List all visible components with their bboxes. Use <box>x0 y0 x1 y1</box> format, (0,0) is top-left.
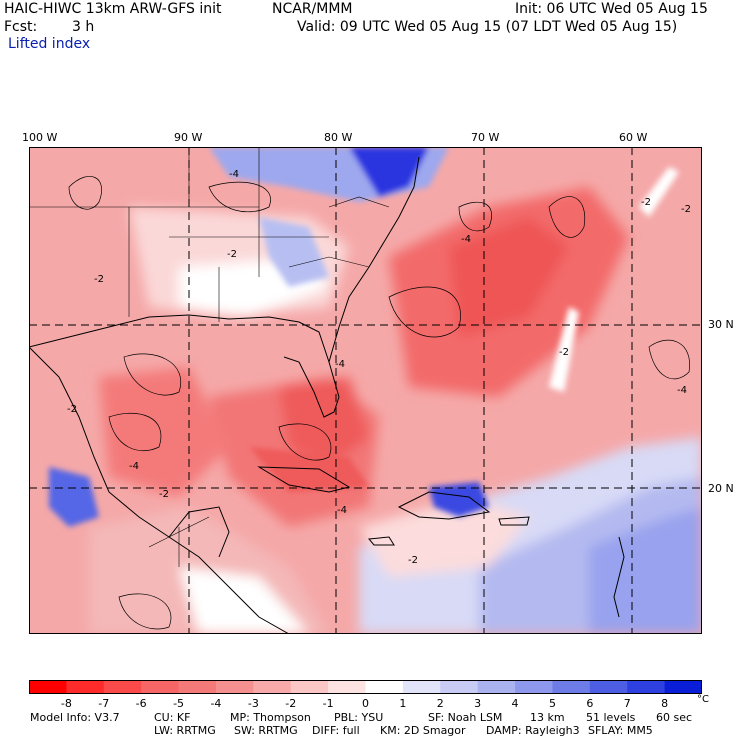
colorbar-swatch <box>253 680 292 694</box>
forecast-hour: 3 h <box>72 19 95 35</box>
model-info: Model Info: V3.7 <box>30 711 120 724</box>
longwave-scheme: LW: RRTMG <box>154 724 216 737</box>
diffusion-option: DIFF: full <box>312 724 360 737</box>
colorbar-label: 7 <box>623 697 631 710</box>
colorbar-swatch <box>215 680 254 694</box>
lifted-index-map: -4 -2 -2 -4 -2 -2 -4 -2 -2 -2 -4 -4 -2 -… <box>29 147 702 634</box>
lat-lon-grid <box>29 147 702 634</box>
lifted-index-shading <box>29 147 702 634</box>
lon-label-60w: 60 W <box>619 131 648 144</box>
colorbar-swatch <box>328 680 366 694</box>
shortwave-scheme: SW: RRTMG <box>234 724 298 737</box>
contour-label: -2 <box>641 197 651 208</box>
colorbar-frame <box>29 680 702 694</box>
colorbar-label: 8 <box>661 697 669 710</box>
contour-label: -2 <box>681 204 691 215</box>
model-title: HAIC-HIWC 13km ARW-GFS init <box>4 1 222 17</box>
colorbar-swatch <box>627 680 666 694</box>
colorbar-unit: °C <box>697 694 709 705</box>
contour-label: -4 <box>129 461 139 472</box>
colorbar-label: -8 <box>60 697 72 710</box>
contour-label: -4 <box>461 234 471 245</box>
colorbar-swatch <box>103 680 142 694</box>
forecast-label: Fcst: <box>4 19 38 35</box>
colorbar-swatch <box>66 680 105 694</box>
colorbar-label: 0 <box>362 697 369 710</box>
surface-scheme: SF: Noah LSM <box>428 711 503 724</box>
colorbar-swatch <box>477 680 516 694</box>
colorbar-swatch <box>664 680 702 694</box>
colorbar-swatch <box>290 680 329 694</box>
contour-label: -4 <box>677 385 687 396</box>
map-frame <box>29 147 702 634</box>
contour-label: -4 <box>229 169 239 180</box>
colorbar-label: -2 <box>285 697 297 710</box>
damping-option: DAMP: Rayleigh3 <box>486 724 580 737</box>
colorbar-swatch <box>365 680 404 694</box>
valid-time: Valid: 09 UTC Wed 05 Aug 15 (07 LDT Wed … <box>297 19 678 35</box>
contour-label: -4 <box>337 505 347 516</box>
lon-label-90w: 90 W <box>174 131 203 144</box>
colorbar-label: -4 <box>210 697 222 710</box>
colorbar-swatch <box>515 680 553 694</box>
colorbar-swatch <box>440 680 479 694</box>
field-name: Lifted index <box>8 36 91 52</box>
lat-label-30n: 30 N <box>708 318 734 331</box>
init-time: Init: 06 UTC Wed 05 Aug 15 <box>515 1 708 17</box>
contour-label: -2 <box>408 555 418 566</box>
lat-label-20n: 20 N <box>708 482 734 495</box>
contour-label: -2 <box>94 274 104 285</box>
lon-label-100w: 100 W <box>22 131 58 144</box>
cumulus-scheme: CU: KF <box>154 711 191 724</box>
colorbar-swatch <box>552 680 591 694</box>
vertical-levels: 51 levels <box>586 711 636 724</box>
colorbar-swatch <box>141 680 180 694</box>
colorbar-swatch <box>402 680 441 694</box>
colorbar-label: -1 <box>322 697 334 710</box>
colorbar-label: 1 <box>399 697 407 710</box>
colorbar-label: 2 <box>436 697 444 710</box>
colorbar-swatch <box>29 680 67 694</box>
lon-label-70w: 70 W <box>471 131 500 144</box>
colorbar-label: -3 <box>247 697 259 710</box>
microphysics-scheme: MP: Thompson <box>230 711 311 724</box>
colorbar-swatch <box>589 680 628 694</box>
time-step: 60 sec <box>656 711 693 724</box>
colorbar-label: 5 <box>548 697 556 710</box>
contour-label: -4 <box>335 359 345 370</box>
colorbar-label: 4 <box>511 697 519 710</box>
contour-label: -2 <box>67 404 77 415</box>
pbl-scheme: PBL: YSU <box>334 711 384 724</box>
lon-label-80w: 80 W <box>324 131 353 144</box>
colorbar-label: -6 <box>135 697 147 710</box>
contour-label: -2 <box>227 249 237 260</box>
colorbar-label: 6 <box>586 697 594 710</box>
lifted-index-contours <box>68 176 690 630</box>
org-label: NCAR/MMM <box>272 1 353 17</box>
coastlines <box>29 156 625 634</box>
colorbar-swatch <box>178 680 217 694</box>
colorbar-label: -7 <box>98 697 110 710</box>
eddy-coefficient-option: KM: 2D Smagor <box>380 724 466 737</box>
colorbar <box>29 680 702 694</box>
surface-layer-scheme: SFLAY: MM5 <box>588 724 653 737</box>
colorbar-label: -5 <box>173 697 185 710</box>
colorbar-label: 3 <box>474 697 482 710</box>
contour-label: -2 <box>559 347 569 358</box>
grid-spacing: 13 km <box>530 711 565 724</box>
contour-label: -2 <box>159 489 169 500</box>
